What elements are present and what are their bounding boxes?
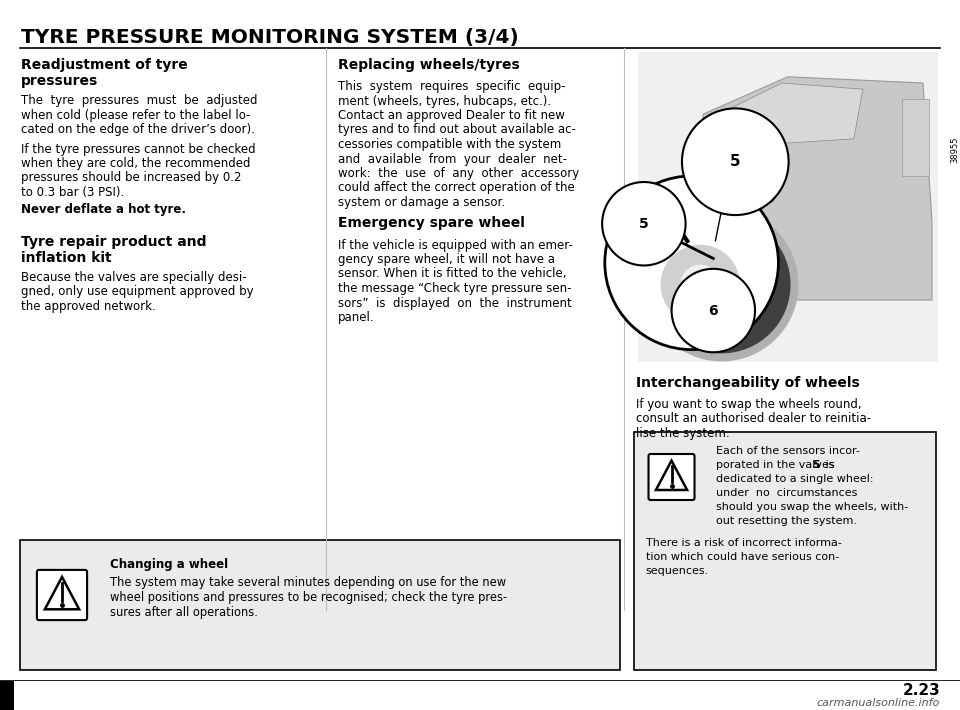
Text: Changing a wheel: Changing a wheel bbox=[110, 558, 228, 571]
FancyBboxPatch shape bbox=[0, 681, 14, 710]
Text: tyres and to find out about available ac-: tyres and to find out about available ac… bbox=[338, 124, 576, 136]
Text: dedicated to a single wheel:: dedicated to a single wheel: bbox=[715, 474, 873, 484]
Text: pressures should be increased by 0.2: pressures should be increased by 0.2 bbox=[21, 172, 242, 185]
Text: is: is bbox=[822, 460, 834, 470]
Text: Because the valves are specially desi-: Because the valves are specially desi- bbox=[21, 271, 247, 284]
Polygon shape bbox=[707, 83, 863, 145]
Text: 6: 6 bbox=[708, 304, 718, 317]
Text: The system may take several minutes depending on use for the new: The system may take several minutes depe… bbox=[110, 576, 506, 589]
Text: 5: 5 bbox=[812, 460, 820, 470]
Text: lise the system.: lise the system. bbox=[636, 427, 730, 440]
Text: If the tyre pressures cannot be checked: If the tyre pressures cannot be checked bbox=[21, 143, 255, 155]
Circle shape bbox=[682, 266, 719, 304]
Text: consult an authorised dealer to reinitia-: consult an authorised dealer to reinitia… bbox=[636, 413, 871, 425]
Text: gned, only use equipment approved by: gned, only use equipment approved by bbox=[21, 285, 253, 298]
Polygon shape bbox=[656, 461, 687, 490]
Text: This  system  requires  specific  equip-: This system requires specific equip- bbox=[338, 80, 565, 93]
Text: inflation kit: inflation kit bbox=[21, 251, 111, 265]
FancyBboxPatch shape bbox=[902, 99, 929, 176]
Text: and  available  from  your  dealer  net-: and available from your dealer net- bbox=[338, 153, 567, 165]
Text: pressures: pressures bbox=[21, 74, 98, 88]
Polygon shape bbox=[683, 77, 932, 300]
FancyBboxPatch shape bbox=[637, 52, 938, 362]
Text: porated in the valves: porated in the valves bbox=[715, 460, 838, 470]
Text: If the vehicle is equipped with an emer-: If the vehicle is equipped with an emer- bbox=[338, 239, 573, 251]
Text: under  no  circumstances: under no circumstances bbox=[715, 488, 857, 498]
Text: If you want to swap the wheels round,: If you want to swap the wheels round, bbox=[636, 398, 861, 411]
Text: panel.: panel. bbox=[338, 311, 374, 324]
Text: Interchangeability of wheels: Interchangeability of wheels bbox=[636, 376, 859, 390]
Text: 5: 5 bbox=[639, 217, 649, 231]
Text: when they are cold, the recommended: when they are cold, the recommended bbox=[21, 157, 251, 170]
FancyBboxPatch shape bbox=[649, 454, 694, 500]
Text: Emergency spare wheel: Emergency spare wheel bbox=[338, 217, 525, 231]
Text: wheel positions and pressures to be recognised; check the tyre pres-: wheel positions and pressures to be reco… bbox=[110, 591, 507, 604]
Text: the approved network.: the approved network. bbox=[21, 300, 156, 313]
Text: cated on the edge of the driver’s door).: cated on the edge of the driver’s door). bbox=[21, 123, 255, 136]
Text: could affect the correct operation of the: could affect the correct operation of th… bbox=[338, 182, 575, 195]
Circle shape bbox=[605, 176, 779, 349]
FancyBboxPatch shape bbox=[634, 432, 936, 670]
Text: work:  the  use  of  any  other  accessory: work: the use of any other accessory bbox=[338, 167, 579, 180]
Text: Tyre repair product and: Tyre repair product and bbox=[21, 235, 206, 249]
Text: There is a risk of incorrect informa-: There is a risk of incorrect informa- bbox=[645, 538, 841, 548]
Circle shape bbox=[661, 246, 739, 324]
Text: the message “Check tyre pressure sen-: the message “Check tyre pressure sen- bbox=[338, 282, 571, 295]
Text: should you swap the wheels, with-: should you swap the wheels, with- bbox=[715, 502, 908, 512]
Text: to 0.3 bar (3 PSI).: to 0.3 bar (3 PSI). bbox=[21, 186, 125, 199]
Circle shape bbox=[654, 217, 790, 353]
Text: carmanualsonline.info: carmanualsonline.info bbox=[817, 698, 940, 708]
Text: gency spare wheel, it will not have a: gency spare wheel, it will not have a bbox=[338, 253, 555, 266]
Text: sequences.: sequences. bbox=[645, 566, 708, 576]
Text: The  tyre  pressures  must  be  adjusted: The tyre pressures must be adjusted bbox=[21, 94, 257, 107]
Circle shape bbox=[678, 240, 766, 329]
Circle shape bbox=[645, 208, 798, 361]
Text: cessories compatible with the system: cessories compatible with the system bbox=[338, 138, 562, 151]
Text: tion which could have serious con-: tion which could have serious con- bbox=[645, 552, 839, 562]
Circle shape bbox=[705, 268, 738, 302]
Text: TYRE PRESSURE MONITORING SYSTEM (3/4): TYRE PRESSURE MONITORING SYSTEM (3/4) bbox=[21, 28, 518, 47]
Text: 5: 5 bbox=[730, 154, 740, 169]
Text: when cold (please refer to the label lo-: when cold (please refer to the label lo- bbox=[21, 109, 251, 121]
Text: out resetting the system.: out resetting the system. bbox=[715, 516, 856, 526]
Text: sures after all operations.: sures after all operations. bbox=[110, 606, 258, 619]
Text: sors”  is  displayed  on  the  instrument: sors” is displayed on the instrument bbox=[338, 297, 571, 310]
Text: system or damage a sensor.: system or damage a sensor. bbox=[338, 196, 505, 209]
FancyBboxPatch shape bbox=[20, 540, 620, 670]
FancyBboxPatch shape bbox=[36, 570, 87, 620]
Polygon shape bbox=[45, 577, 79, 609]
Text: ment (wheels, tyres, hubcaps, etc.).: ment (wheels, tyres, hubcaps, etc.). bbox=[338, 94, 551, 107]
FancyBboxPatch shape bbox=[727, 181, 774, 202]
Text: 38955: 38955 bbox=[950, 137, 959, 163]
Text: sensor. When it is fitted to the vehicle,: sensor. When it is fitted to the vehicle… bbox=[338, 268, 566, 280]
Text: Never deflate a hot tyre.: Never deflate a hot tyre. bbox=[21, 202, 186, 216]
Text: 2.23: 2.23 bbox=[902, 683, 940, 698]
Text: Contact an approved Dealer to fit new: Contact an approved Dealer to fit new bbox=[338, 109, 564, 122]
Text: Readjustment of tyre: Readjustment of tyre bbox=[21, 58, 188, 72]
Text: Replacing wheels/tyres: Replacing wheels/tyres bbox=[338, 58, 519, 72]
Text: Each of the sensors incor-: Each of the sensors incor- bbox=[715, 446, 859, 456]
